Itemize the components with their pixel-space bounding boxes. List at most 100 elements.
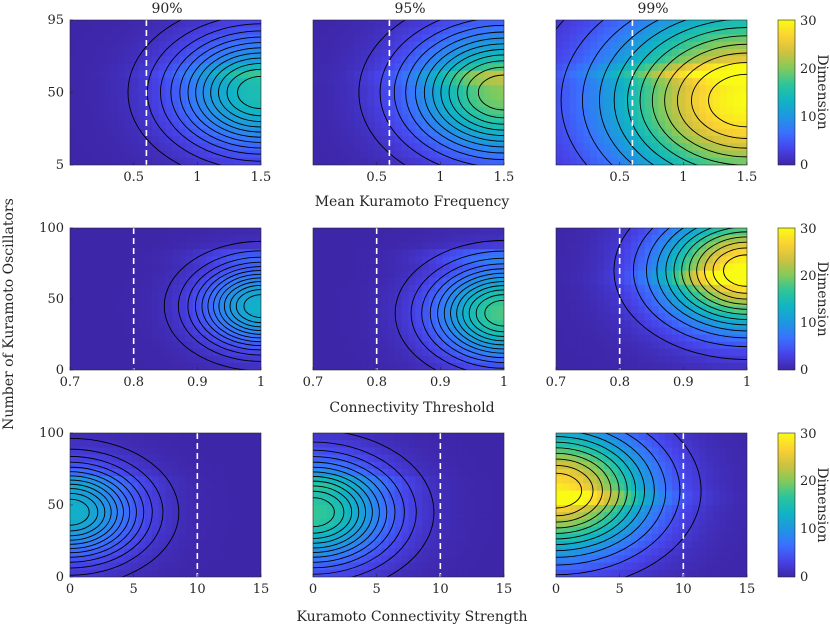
heat-cell bbox=[685, 256, 694, 265]
heat-cell bbox=[401, 306, 410, 314]
heat-cell bbox=[428, 476, 437, 484]
heat-cell bbox=[658, 85, 666, 94]
heat-cell bbox=[151, 263, 160, 272]
heat-cell bbox=[367, 433, 375, 441]
heat-cell bbox=[422, 447, 430, 456]
heat-cell bbox=[603, 235, 612, 243]
heat-cell bbox=[596, 270, 605, 279]
heat-cell bbox=[624, 49, 632, 57]
heat-cell bbox=[644, 469, 653, 477]
heat-cell bbox=[435, 277, 444, 286]
heat-cell bbox=[706, 99, 714, 108]
heat-cell bbox=[658, 92, 666, 101]
heat-cell bbox=[469, 555, 478, 564]
heat-cell bbox=[326, 128, 335, 137]
heat-cell bbox=[610, 355, 618, 364]
heat-cell bbox=[90, 107, 98, 115]
heat-cell bbox=[651, 228, 659, 236]
heat-cell bbox=[158, 555, 167, 564]
heat-cell bbox=[333, 27, 341, 36]
heat-cell bbox=[97, 49, 105, 57]
heat-cell bbox=[340, 150, 348, 159]
heat-cell bbox=[381, 41, 389, 50]
heat-cell bbox=[449, 541, 457, 549]
heat-cell bbox=[394, 320, 403, 328]
heat-cell bbox=[562, 228, 571, 236]
heat-cell bbox=[610, 490, 618, 499]
heat-cell bbox=[388, 228, 396, 236]
heat-cell bbox=[83, 85, 92, 94]
heat-cell bbox=[408, 476, 416, 484]
heat-cell bbox=[179, 235, 187, 243]
heat-cell bbox=[583, 27, 591, 36]
heat-cell bbox=[726, 78, 734, 86]
heat-cell bbox=[104, 27, 112, 36]
heat-cell bbox=[740, 27, 747, 36]
heat-cell bbox=[463, 519, 471, 528]
heat-cell bbox=[671, 249, 680, 257]
heat-cell bbox=[220, 121, 228, 130]
heat-cell bbox=[313, 454, 321, 463]
heat-cell bbox=[631, 270, 639, 279]
heat-cell bbox=[254, 348, 261, 357]
heat-cell bbox=[428, 469, 437, 477]
heat-cell bbox=[254, 447, 261, 456]
heat-cell bbox=[624, 143, 632, 152]
contour-line bbox=[421, 257, 504, 369]
heat-cell bbox=[583, 143, 591, 152]
heat-cell bbox=[347, 306, 355, 314]
heat-cell bbox=[590, 483, 598, 492]
heat-cell bbox=[360, 34, 369, 43]
heat-cell bbox=[576, 497, 584, 506]
heat-cell bbox=[145, 235, 153, 243]
heat-cell bbox=[360, 433, 369, 441]
heat-cell bbox=[388, 284, 396, 293]
heat-cell bbox=[206, 49, 214, 57]
heat-cell bbox=[706, 121, 714, 130]
heat-cell bbox=[374, 476, 382, 484]
heat-cell bbox=[733, 34, 741, 43]
heat-cell bbox=[333, 107, 341, 115]
heat-cell bbox=[603, 476, 612, 484]
heat-cell bbox=[692, 355, 700, 364]
contour-line bbox=[613, 20, 688, 165]
heat-cell bbox=[556, 235, 564, 243]
heat-cell bbox=[692, 56, 700, 65]
heat-cell bbox=[726, 92, 734, 101]
heat-cell bbox=[192, 306, 201, 314]
heat-cell bbox=[138, 34, 146, 43]
heat-cell bbox=[556, 320, 564, 328]
heat-cell bbox=[596, 128, 605, 137]
heat-cell bbox=[556, 34, 564, 43]
heat-cell bbox=[590, 49, 598, 57]
heat-cell bbox=[90, 548, 98, 556]
heat-cell bbox=[603, 291, 612, 300]
heat-cell bbox=[449, 263, 457, 272]
heat-cell bbox=[381, 235, 389, 243]
heat-cell bbox=[596, 235, 605, 243]
heat-cell bbox=[220, 562, 228, 571]
heat-cell bbox=[678, 92, 687, 101]
heat-cell bbox=[556, 143, 564, 152]
heat-cell bbox=[199, 490, 208, 499]
heat-cell bbox=[240, 447, 248, 456]
heat-cell bbox=[719, 362, 728, 370]
heat-cell bbox=[644, 334, 653, 343]
heat-cell bbox=[590, 150, 598, 159]
heat-cell bbox=[381, 242, 389, 250]
heat-cell bbox=[185, 327, 194, 336]
heat-cell bbox=[401, 327, 410, 336]
heat-cell bbox=[388, 121, 396, 130]
heat-cell bbox=[347, 526, 355, 535]
heat-cell bbox=[172, 440, 180, 448]
heat-cell bbox=[556, 70, 564, 79]
heat-cell bbox=[353, 78, 362, 86]
heat-cell bbox=[333, 263, 341, 272]
heat-cell bbox=[415, 497, 423, 506]
heat-cell bbox=[138, 476, 146, 484]
heat-cell bbox=[469, 433, 478, 441]
x-tick-label: 1 bbox=[257, 375, 265, 390]
heat-cell bbox=[415, 63, 423, 72]
heat-cell bbox=[206, 320, 214, 328]
heat-cell bbox=[637, 469, 646, 477]
